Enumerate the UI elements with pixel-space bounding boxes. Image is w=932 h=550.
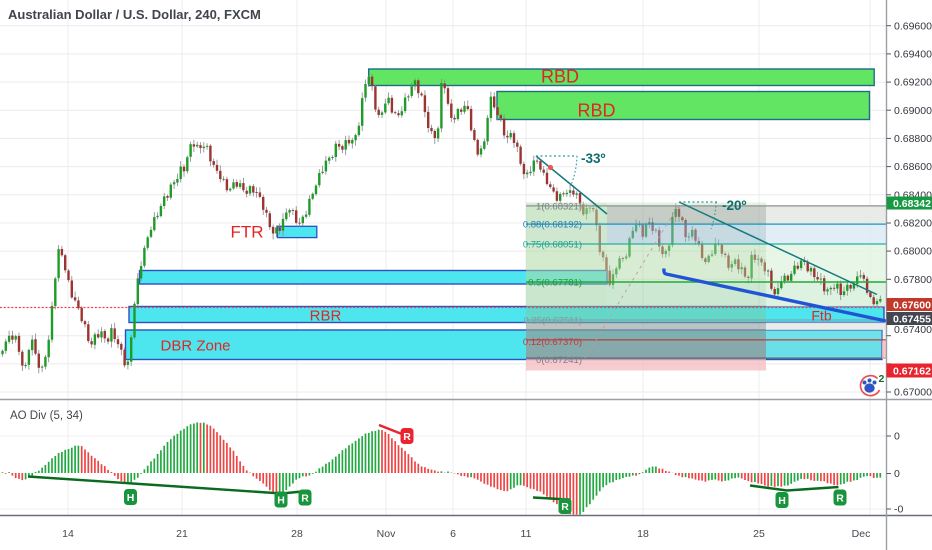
svg-text:Nov: Nov [377,528,396,540]
svg-text:11: 11 [521,528,532,540]
svg-text:0.25(0.67511): 0.25(0.67511) [524,316,582,327]
svg-text:0.68000: 0.68000 [894,246,932,258]
svg-text:0.5(0.67781): 0.5(0.67781) [528,278,582,289]
svg-text:0.67400: 0.67400 [894,324,932,336]
svg-text:28: 28 [291,528,303,540]
svg-text:0.68342: 0.68342 [893,198,931,210]
svg-text:2: 2 [879,373,885,385]
svg-text:0(0.67241): 0(0.67241) [536,355,582,366]
svg-text:RBD: RBD [577,101,615,121]
svg-text:0: 0 [894,431,900,443]
svg-text:0.88(0.68192): 0.88(0.68192) [523,220,582,231]
svg-text:25: 25 [753,528,765,540]
svg-text:21: 21 [176,528,188,540]
svg-text:0.68800: 0.68800 [894,133,932,145]
svg-text:1(0.68321): 1(0.68321) [536,201,582,212]
svg-text:Australian Dollar / U.S. Dolla: Australian Dollar / U.S. Dollar, 240, FX… [8,7,261,22]
svg-text:0: 0 [894,468,900,480]
svg-text:R: R [561,501,569,513]
svg-text:H: H [778,495,786,507]
svg-text:0.67162: 0.67162 [893,365,931,377]
svg-text:H: H [127,492,135,504]
svg-text:Ftb: Ftb [811,308,831,324]
svg-text:RBD: RBD [541,67,579,87]
svg-text:18: 18 [637,528,649,540]
svg-text:0.67455: 0.67455 [893,313,931,325]
svg-text:14: 14 [62,528,74,540]
svg-text:0.67000: 0.67000 [894,387,932,399]
svg-text:0.68200: 0.68200 [894,218,932,230]
svg-text:DBR Zone: DBR Zone [160,338,230,355]
svg-text:0.12(0.67370): 0.12(0.67370) [523,337,582,348]
svg-text:0.69400: 0.69400 [894,49,932,61]
svg-text:Dec: Dec [852,528,871,540]
svg-text:6: 6 [450,528,456,540]
svg-text:0.67800: 0.67800 [894,274,932,286]
svg-text:FTR: FTR [230,223,263,242]
svg-text:0.67600: 0.67600 [893,299,931,311]
svg-text:0.69000: 0.69000 [894,105,932,117]
svg-text:R: R [403,431,411,443]
svg-text:R: R [836,492,844,504]
svg-text:RBR: RBR [310,308,342,325]
svg-text:-0: -0 [894,504,903,516]
svg-text:0.68600: 0.68600 [894,161,932,173]
svg-text:0.69200: 0.69200 [894,77,932,89]
svg-text:-33º: -33º [581,151,606,166]
svg-text:H: H [277,494,285,506]
svg-text:R: R [301,492,309,504]
svg-text:AO Div (5, 34): AO Div (5, 34) [10,410,83,422]
svg-text:0.75(0.68051): 0.75(0.68051) [523,240,582,251]
svg-text:-20º: -20º [722,198,747,213]
svg-text:0.69600: 0.69600 [894,20,932,32]
